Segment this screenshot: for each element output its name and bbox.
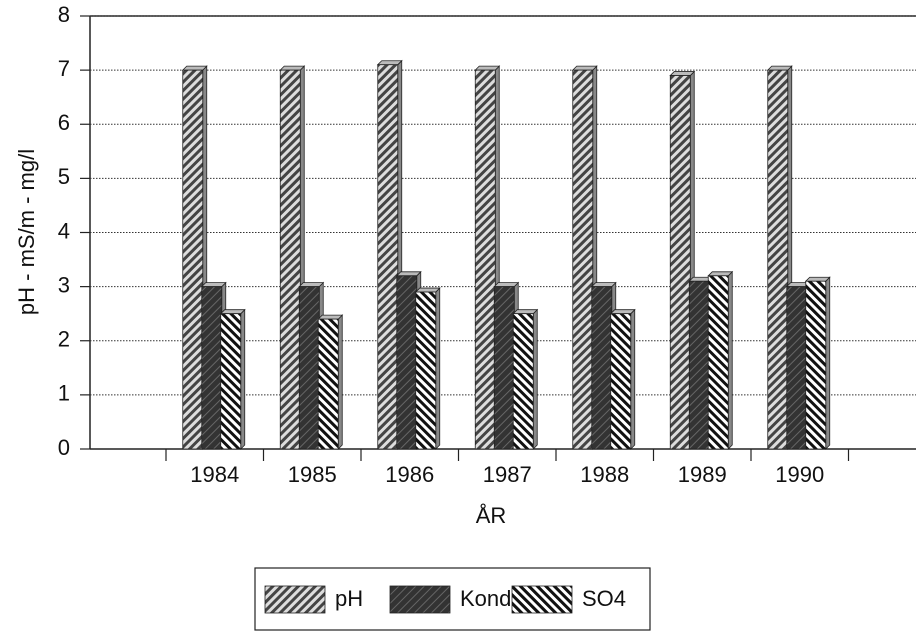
bar [317, 314, 344, 450]
y-axis-label: pH - mS/m - mg/l [14, 149, 39, 315]
bar-top [804, 276, 831, 282]
bar [414, 287, 441, 450]
bar-top [219, 309, 246, 315]
bar-top [493, 282, 520, 288]
bar-top [669, 71, 696, 76]
bar-face [786, 286, 808, 450]
bar-top [279, 65, 306, 71]
x-axis-label: ÅR [476, 503, 507, 528]
bar-face [182, 69, 204, 450]
legend-label: SO4 [582, 586, 626, 611]
bar-face [317, 318, 339, 450]
bar-face [201, 286, 223, 450]
y-tick-label: 2 [58, 327, 70, 352]
x-tick-label: 1985 [288, 462, 337, 487]
y-tick-label: 3 [58, 272, 70, 297]
legend-swatch [264, 585, 326, 614]
bar-side [630, 308, 636, 450]
legend-label: Kond [460, 586, 511, 611]
bar-face [767, 69, 789, 450]
y-tick-label: 5 [58, 164, 70, 189]
legend-swatch [389, 585, 451, 614]
y-tick-label: 0 [58, 435, 70, 460]
bar-face [415, 291, 437, 450]
bar-top [200, 282, 227, 288]
bar-side [240, 308, 246, 450]
bar [512, 308, 539, 450]
bar-top [766, 65, 793, 71]
bar-face [298, 286, 320, 450]
bar [707, 270, 734, 450]
bar-face [805, 280, 827, 450]
x-tick-label: 1986 [385, 462, 434, 487]
bar-face [707, 275, 729, 450]
bar-top [590, 282, 617, 288]
bar-face [688, 280, 710, 450]
bar-side [337, 314, 343, 450]
bar-face [474, 69, 496, 450]
bar-top [317, 314, 344, 320]
bar-side [532, 308, 538, 450]
bar-face [669, 75, 691, 450]
bar-face [220, 313, 242, 450]
y-tick-label: 4 [58, 218, 70, 243]
bar-face [572, 69, 594, 450]
x-tick-label: 1984 [190, 462, 239, 487]
bar-side [825, 276, 831, 450]
bar-top [609, 309, 636, 315]
bar-top [571, 65, 598, 71]
bar-face [512, 313, 534, 450]
bar-top [376, 60, 403, 66]
bar-face [493, 286, 515, 450]
bar-face [610, 313, 632, 450]
bar-top [512, 309, 539, 315]
y-tick-label: 7 [58, 56, 70, 81]
bar-top [707, 271, 734, 277]
bar-top [414, 287, 441, 293]
bar-side [435, 287, 441, 450]
y-tick-label: 6 [58, 110, 70, 135]
bar-face [377, 64, 399, 450]
bar [219, 308, 246, 450]
bar-face [279, 69, 301, 450]
x-tick-label: 1988 [580, 462, 629, 487]
bar-face [396, 275, 418, 450]
bar-top [474, 65, 501, 71]
x-tick-label: 1987 [483, 462, 532, 487]
bar [609, 308, 636, 450]
y-tick-label: 8 [58, 2, 70, 27]
legend-label: pH [335, 586, 363, 611]
bar-side [727, 270, 733, 450]
legend-swatch [511, 585, 573, 614]
y-tick-label: 1 [58, 381, 70, 406]
bar-top [181, 65, 208, 71]
x-tick-label: 1990 [775, 462, 824, 487]
bar [804, 276, 831, 450]
bar-face [591, 286, 613, 450]
x-tick-label: 1989 [678, 462, 727, 487]
bar-top [395, 271, 422, 277]
bar-top [298, 282, 325, 288]
